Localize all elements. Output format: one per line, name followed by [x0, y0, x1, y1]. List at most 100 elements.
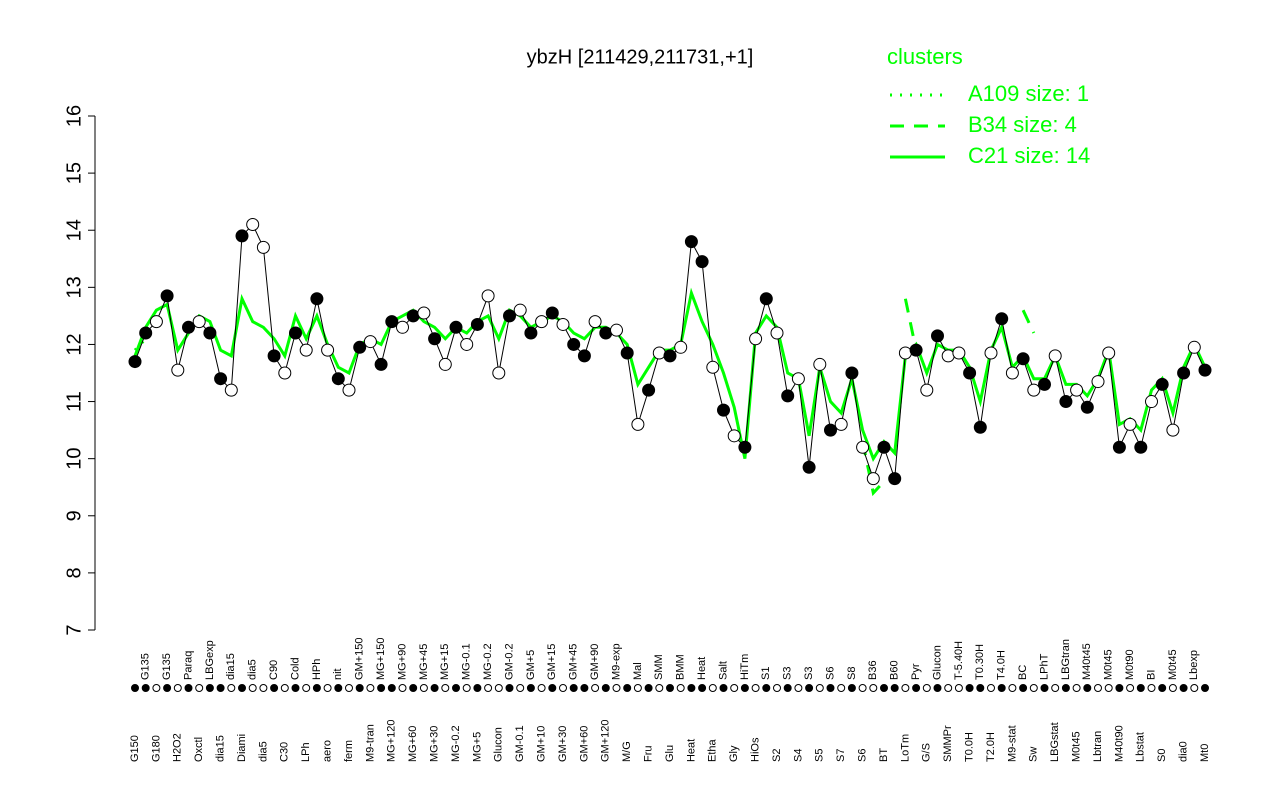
x-tick-label: GM+45: [568, 644, 580, 680]
sample-marker: [1104, 684, 1113, 692]
legend-title: clusters: [887, 44, 963, 69]
point: [524, 326, 538, 340]
point: [674, 340, 688, 354]
point: [695, 255, 709, 269]
x-tick-label: HiTm: [739, 654, 751, 680]
x-tick-label: MG+90: [396, 644, 408, 680]
sample-marker: [355, 684, 364, 692]
x-tick-label: GM+5: [525, 650, 537, 680]
x-tick-label: T0.30H: [974, 644, 986, 680]
sample-marker: [912, 684, 921, 692]
x-tick-label: Oxctl: [193, 737, 205, 762]
x-tick-label: Lbtran: [1092, 731, 1104, 762]
point: [952, 346, 966, 360]
x-tick-label: C30: [279, 742, 291, 762]
point: [214, 372, 228, 386]
x-tick-label: MG+5: [471, 732, 483, 762]
point: [203, 326, 217, 340]
sample-marker: [858, 684, 867, 692]
x-tick-label: LPh: [300, 742, 312, 762]
x-tick-label: Fru: [643, 746, 655, 763]
point: [813, 357, 827, 371]
x-tick-label: BT: [878, 748, 890, 762]
x-tick-label: LBGstat: [1049, 722, 1061, 762]
point: [706, 360, 720, 374]
point: [770, 326, 784, 340]
point: [1048, 349, 1062, 363]
point: [898, 346, 912, 360]
point: [663, 349, 677, 363]
point: [684, 235, 698, 249]
x-tick-label: T2.0H: [985, 732, 997, 762]
sample-marker: [227, 684, 236, 692]
sample-marker: [922, 684, 931, 692]
point: [1059, 395, 1073, 409]
point: [556, 317, 570, 331]
y-tick-label: 13: [63, 276, 85, 298]
x-tick-label: dia0: [1178, 741, 1190, 762]
point: [1016, 352, 1030, 366]
x-tick-label: GM+15: [546, 644, 558, 680]
point: [759, 292, 773, 306]
sample-marker: [569, 684, 578, 692]
legend-label: C21 size: 14: [968, 143, 1090, 168]
point: [931, 329, 944, 343]
point: [385, 315, 399, 329]
sample-marker: [954, 684, 963, 692]
point: [866, 472, 880, 486]
x-tick-label: M40t45: [1081, 643, 1093, 680]
x-tick-label: S2: [771, 749, 783, 762]
x-tick-label: SMM: [653, 654, 665, 680]
x-tick-label: S6: [824, 667, 836, 680]
point: [299, 343, 313, 357]
sample-marker: [205, 684, 214, 692]
x-tick-label: G135: [161, 653, 173, 680]
x-tick-label: G135: [140, 653, 152, 680]
sample-marker: [751, 684, 760, 692]
x-tick-label: Mal: [632, 662, 644, 680]
x-tick-label: S1: [760, 667, 772, 680]
sample-marker: [1136, 684, 1145, 692]
point: [513, 303, 527, 317]
x-tick-label: M0t45: [1071, 731, 1083, 762]
sample-marker: [173, 684, 182, 692]
point: [1134, 440, 1148, 454]
point: [246, 218, 260, 232]
sample-marker: [516, 684, 525, 692]
point: [192, 315, 206, 329]
point: [278, 366, 292, 380]
point: [973, 420, 987, 434]
point: [1070, 383, 1084, 397]
sample-marker: [655, 684, 664, 692]
sample-marker: [580, 684, 589, 692]
x-tick-label: dia15: [225, 653, 237, 680]
point: [1005, 366, 1019, 380]
point: [620, 346, 634, 360]
sample-marker: [291, 684, 300, 692]
sample-marker: [131, 684, 139, 692]
point: [567, 337, 581, 351]
point: [599, 326, 613, 340]
point: [834, 417, 848, 431]
sample-marker: [612, 684, 621, 692]
point: [1091, 375, 1105, 389]
sample-marker: [1083, 684, 1092, 692]
point: [1123, 417, 1137, 431]
point: [845, 366, 859, 380]
point: [363, 335, 377, 349]
x-tick-label: LoTm: [899, 734, 911, 762]
y-tick-label: 10: [63, 448, 85, 470]
x-tick-label: S3: [803, 667, 815, 680]
sample-marker: [312, 684, 321, 692]
sample-marker: [719, 684, 728, 692]
point: [460, 337, 474, 351]
sample-marker: [387, 684, 396, 692]
sample-marker: [847, 684, 856, 692]
point: [802, 460, 816, 474]
x-tick-label: BC: [1017, 665, 1029, 680]
x-tick-label: LBGexp: [204, 640, 216, 680]
sample-marker: [195, 684, 204, 692]
sample-marker: [323, 684, 332, 692]
sample-marker: [890, 684, 899, 692]
